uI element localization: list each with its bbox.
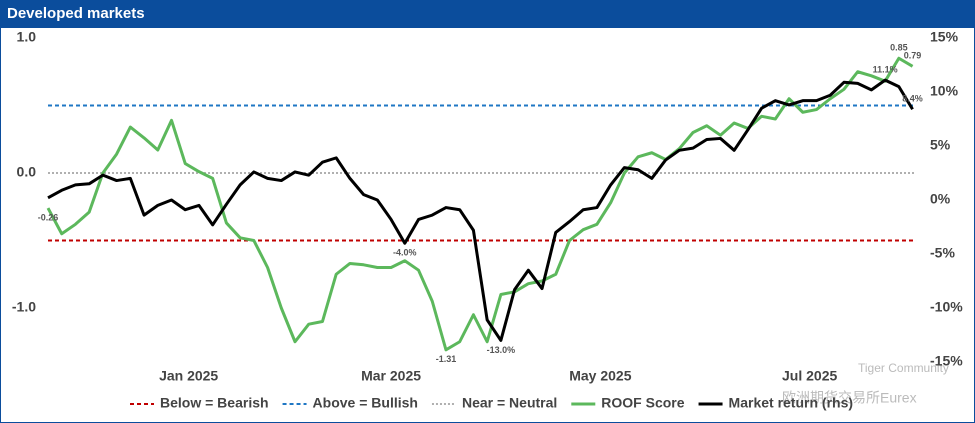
y2-tick-label: -5% bbox=[930, 245, 955, 261]
legend-label: ROOF Score bbox=[601, 395, 684, 411]
data-label: -13.0% bbox=[487, 345, 516, 355]
data-label: 8.4% bbox=[902, 94, 923, 104]
watermark: 欧洲期货交易所Eurex bbox=[782, 390, 917, 406]
y2-tick-label: 0% bbox=[930, 191, 951, 207]
legend-label: Near = Neutral bbox=[462, 395, 557, 411]
data-label: -1.31 bbox=[436, 354, 457, 364]
y2-tick-label: 15% bbox=[930, 29, 959, 45]
y2-tick-label: -15% bbox=[930, 353, 963, 369]
series-line bbox=[46, 56, 914, 352]
data-label: -0.26 bbox=[38, 212, 59, 222]
y2-tick-label: -10% bbox=[930, 299, 963, 315]
y2-tick-label: 10% bbox=[930, 83, 959, 99]
legend-label: Market return (rhs) bbox=[729, 395, 853, 411]
x-tick-label: May 2025 bbox=[569, 368, 631, 384]
legend-label: Above = Bullish bbox=[313, 395, 418, 411]
y-tick-label: -1.0 bbox=[12, 299, 36, 315]
x-tick-label: Jul 2025 bbox=[782, 368, 837, 384]
x-tick-label: Mar 2025 bbox=[361, 368, 421, 384]
data-label: 0.85 bbox=[890, 43, 908, 53]
data-label: 11.1% bbox=[873, 64, 898, 74]
title-bar bbox=[0, 0, 975, 28]
x-tick-label: Jan 2025 bbox=[159, 368, 218, 384]
watermark: Tiger Community bbox=[858, 361, 949, 375]
data-label: -4.0% bbox=[393, 248, 417, 258]
y-tick-label: 1.0 bbox=[17, 29, 37, 45]
chart-title: Developed markets bbox=[7, 5, 145, 22]
y2-tick-label: 5% bbox=[930, 137, 951, 153]
data-label: 0.79 bbox=[904, 51, 922, 61]
y-tick-label: 0.0 bbox=[17, 164, 37, 180]
series-line bbox=[47, 78, 914, 342]
legend-label: Below = Bearish bbox=[160, 395, 269, 411]
